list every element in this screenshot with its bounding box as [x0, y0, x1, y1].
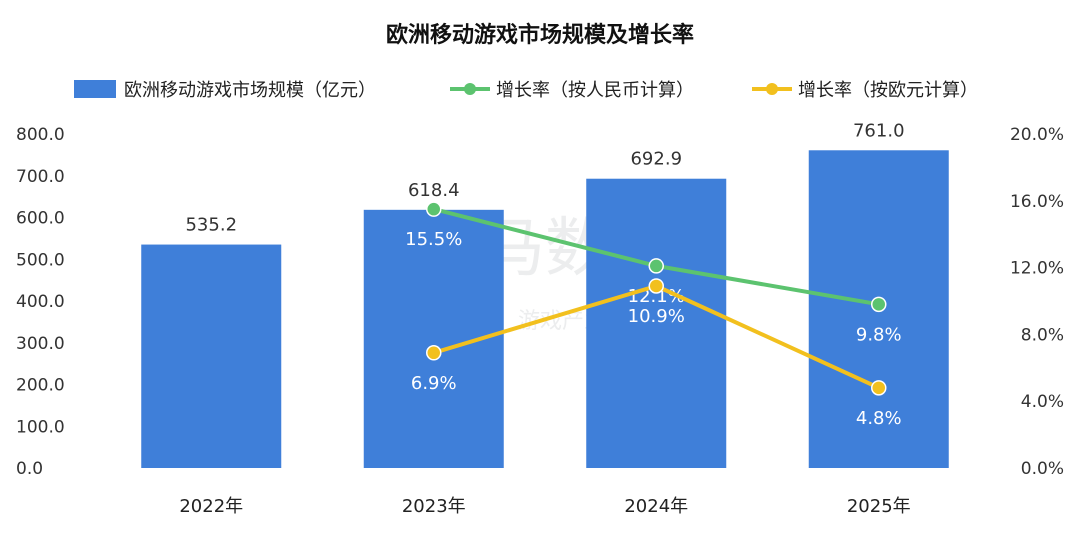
legend-item-rmb: 增长率（按人民币计算）	[450, 80, 694, 101]
eur-growth-point	[426, 345, 442, 361]
bar-value-labels: 535.2 618.4 692.9 761.0	[185, 120, 904, 235]
legend-label-bar: 欧洲移动游戏市场规模（亿元）	[124, 80, 376, 101]
x-category-label: 2023年	[402, 496, 466, 517]
eur-growth-value-label: 4.8%	[856, 408, 902, 429]
bar	[141, 244, 282, 468]
y-left-tick-label: 700.0	[16, 167, 65, 187]
legend-item-eur: 增长率（按欧元计算）	[752, 80, 978, 101]
bar-value-label: 692.9	[630, 149, 682, 170]
y-left-tick-label: 200.0	[16, 376, 65, 396]
y-right-tick-label: 8.0%	[1021, 325, 1064, 345]
eur-growth-value-label: 6.9%	[411, 373, 457, 394]
y-left-tick-label: 300.0	[16, 334, 65, 354]
y-right-tick-label: 20.0%	[1010, 125, 1064, 145]
x-category-label: 2025年	[847, 496, 911, 517]
legend-marker-rmb	[464, 83, 476, 95]
bar-value-label: 618.4	[408, 180, 460, 201]
y-axis-right: 0.0% 4.0% 8.0% 12.0% 16.0% 20.0%	[1010, 125, 1064, 479]
legend-item-bar: 欧洲移动游戏市场规模（亿元）	[74, 80, 376, 101]
eur-growth-value-label: 10.9%	[628, 306, 685, 327]
rmb-growth-point	[871, 296, 887, 313]
chart-title: 欧洲移动游戏市场规模及增长率	[386, 22, 694, 48]
rmb-growth-value-label: 9.8%	[856, 324, 902, 345]
y-right-tick-label: 0.0%	[1021, 459, 1064, 479]
rmb-growth-series: 15.5%12.1%9.8%	[405, 201, 902, 345]
y-axis-left: 0.0 100.0 200.0 300.0 400.0 500.0 600.0 700.0 80…	[16, 125, 65, 479]
y-left-tick-label: 800.0	[16, 125, 65, 145]
y-left-tick-label: 500.0	[16, 250, 65, 270]
y-left-tick-label: 400.0	[16, 292, 65, 312]
bar	[586, 178, 727, 469]
legend-label-rmb: 增长率（按人民币计算）	[496, 80, 694, 101]
y-left-tick-label: 600.0	[16, 209, 65, 229]
y-right-tick-label: 12.0%	[1010, 259, 1064, 279]
bar-value-label: 761.0	[853, 120, 905, 141]
legend-label-eur: 增长率（按欧元计算）	[798, 80, 978, 101]
x-category-label: 2024年	[624, 496, 688, 517]
legend-marker-eur	[766, 83, 778, 95]
bar-value-label: 535.2	[185, 215, 237, 236]
x-axis-categories: 2022年 2023年 2024年 2025年	[179, 496, 910, 517]
eur-growth-series: 6.9% 10.9% 4.8%	[411, 278, 902, 429]
y-right-tick-label: 4.0%	[1021, 392, 1064, 412]
x-category-label: 2022年	[179, 496, 243, 517]
y-left-tick-label: 100.0	[16, 417, 65, 437]
legend-swatch-bar	[74, 80, 116, 98]
y-right-tick-label: 16.0%	[1010, 192, 1064, 212]
y-left-tick-label: 0.0	[16, 459, 43, 479]
eur-growth-point	[871, 380, 887, 396]
legend: 欧洲移动游戏市场规模（亿元） 增长率（按人民币计算） 增长率（按欧元计算）	[74, 80, 978, 101]
rmb-growth-value-label: 15.5%	[405, 229, 462, 250]
rmb-growth-point	[426, 201, 442, 217]
eur-growth-point	[648, 278, 664, 294]
rmb-growth-point	[648, 258, 664, 274]
